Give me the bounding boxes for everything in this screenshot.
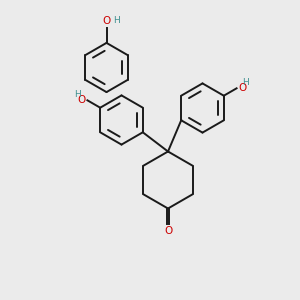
Text: O: O [102,16,111,26]
Text: H: H [113,16,120,25]
Text: O: O [164,226,172,236]
Text: O: O [239,83,247,93]
Text: O: O [77,95,85,105]
Text: H: H [243,77,249,86]
Text: H: H [74,89,81,98]
